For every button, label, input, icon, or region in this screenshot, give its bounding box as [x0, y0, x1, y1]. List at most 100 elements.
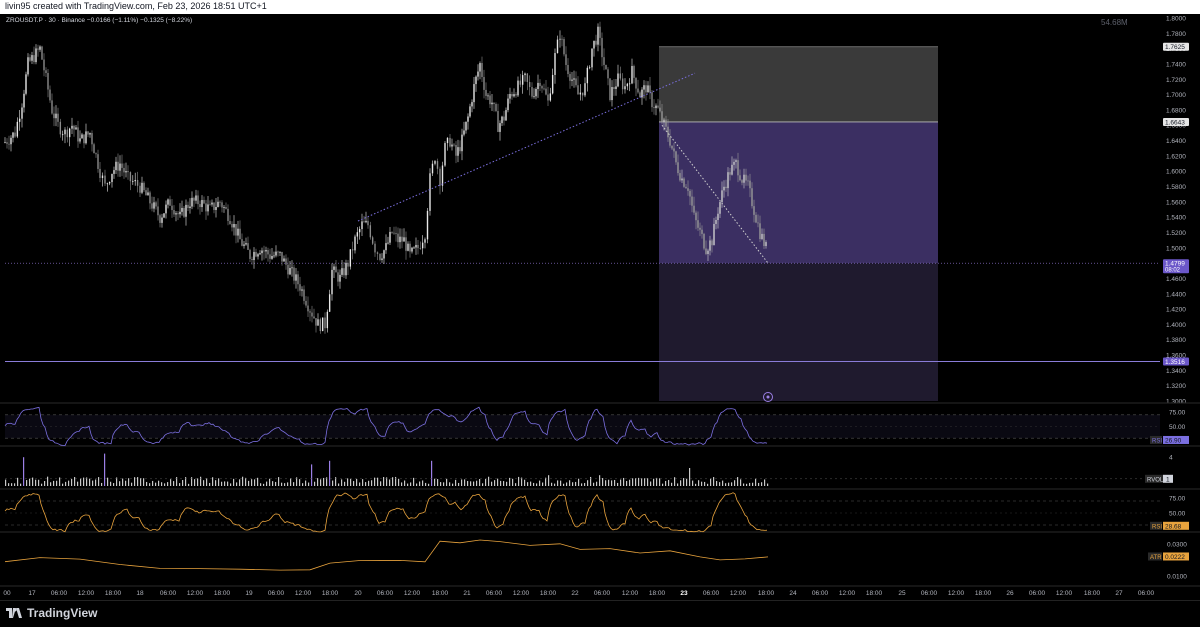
candle-body — [281, 251, 283, 262]
candle-body — [521, 75, 524, 85]
candle-body — [14, 132, 16, 137]
candle-body — [326, 311, 329, 329]
candle — [671, 145, 673, 151]
candle-body — [407, 243, 409, 251]
volume-watermark: 54.68M — [1101, 18, 1128, 27]
tradingview-brand[interactable]: TradingView — [6, 606, 97, 620]
candle — [507, 94, 509, 113]
candle — [605, 64, 607, 70]
rvol-bar — [371, 480, 373, 486]
rvol-bar — [410, 482, 412, 486]
candle-body — [273, 255, 275, 257]
candle-body — [369, 225, 372, 238]
rvol-bar — [11, 483, 13, 486]
candle-body — [223, 207, 225, 208]
time-tick-label: 20 — [354, 590, 362, 597]
time-tick-label: 18:00 — [758, 590, 775, 597]
rvol-bar — [116, 477, 118, 486]
rvol-bar — [722, 480, 724, 486]
rvol-bar — [668, 479, 670, 486]
candle-body — [149, 192, 151, 204]
trading-chart[interactable]: 1.80001.78001.76001.74001.72001.70001.68… — [0, 14, 1200, 600]
rsi-violet-tick: 75.00 — [1169, 409, 1186, 416]
candle-body — [35, 48, 37, 63]
candle-body — [399, 236, 401, 243]
candle — [93, 142, 95, 154]
candle-body — [449, 137, 451, 147]
candle — [99, 161, 101, 183]
rvol-bar — [593, 482, 595, 486]
candle-body — [173, 210, 175, 215]
rvol-bar — [290, 478, 292, 486]
rvol-bar — [146, 481, 148, 486]
candle-body — [711, 240, 713, 246]
stop-zone — [659, 46, 938, 122]
rvol-bar — [608, 479, 610, 486]
candle — [317, 313, 319, 326]
candle-body — [49, 89, 51, 101]
rvol-bar — [578, 478, 580, 486]
candle-body — [615, 86, 617, 90]
rvol-bar — [563, 483, 565, 486]
candle — [617, 64, 619, 88]
rvol-bar — [671, 482, 673, 486]
candle-body — [505, 110, 507, 121]
candle-body — [309, 311, 311, 313]
candle-body — [628, 83, 631, 85]
candle — [247, 236, 249, 251]
candle — [431, 160, 434, 177]
candle-body — [439, 168, 441, 186]
rvol-bar — [281, 482, 283, 486]
candle-body — [751, 188, 753, 207]
candle — [707, 248, 709, 262]
time-tick-label: 18:00 — [322, 590, 339, 597]
candle — [615, 78, 617, 96]
candle — [64, 127, 66, 144]
candle — [331, 263, 333, 301]
candle — [101, 172, 104, 187]
candle-body — [487, 95, 489, 97]
time-tick-label: 12:00 — [187, 590, 204, 597]
rvol-bar — [515, 483, 517, 486]
candle — [407, 241, 409, 252]
candle — [387, 236, 389, 245]
price-tick-label: 1.6200 — [1166, 153, 1186, 160]
rvol-bar — [332, 480, 334, 486]
price-label-box — [1163, 42, 1189, 51]
candle — [619, 66, 622, 81]
rsi-orange-name-box — [1150, 521, 1162, 530]
rvol-bar — [206, 478, 208, 486]
candle — [489, 90, 491, 108]
candle-body — [73, 125, 75, 130]
candle-body — [749, 180, 751, 189]
rvol-name: RVOL — [1147, 477, 1164, 483]
rvol-bar — [551, 482, 553, 486]
candle — [469, 103, 471, 118]
candle — [581, 92, 584, 101]
candle — [661, 103, 663, 125]
rvol-bar — [710, 478, 712, 486]
candle — [725, 179, 727, 192]
candle — [121, 154, 123, 177]
rvol-bar — [701, 481, 703, 486]
price-label-countdown: 08:02 — [1165, 268, 1181, 274]
time-tick-label: 12:00 — [404, 590, 421, 597]
candle — [635, 77, 637, 97]
candle — [307, 296, 309, 318]
candle-body — [381, 258, 383, 260]
candle — [251, 256, 253, 265]
rvol-bar — [137, 477, 139, 486]
candle-body — [537, 82, 539, 90]
candle-body — [211, 202, 213, 205]
candle-body — [185, 204, 187, 217]
rvol-bar — [461, 479, 463, 486]
candle — [763, 228, 765, 249]
candle — [219, 200, 221, 207]
candle-body — [83, 134, 85, 144]
candle — [265, 246, 267, 259]
atr-name: ATR — [1150, 555, 1162, 561]
candle — [45, 67, 47, 78]
candle-body — [575, 78, 577, 86]
candle — [324, 312, 326, 334]
candle-body — [593, 40, 595, 49]
